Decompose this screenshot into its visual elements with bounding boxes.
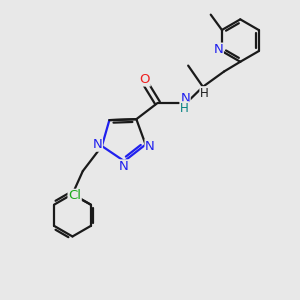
Text: N: N [145,140,155,152]
Text: N: N [119,160,129,173]
Text: N: N [214,43,223,56]
Text: Cl: Cl [68,189,81,202]
Text: H: H [200,87,209,100]
Text: O: O [140,73,150,86]
Text: N: N [180,92,190,105]
Text: H: H [180,102,189,115]
Text: N: N [93,138,102,151]
